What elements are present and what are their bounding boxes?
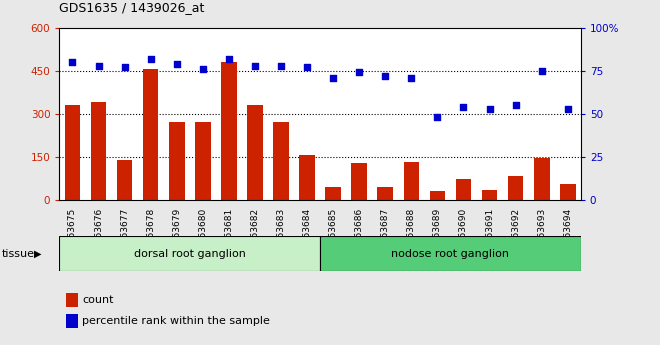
Bar [90, 102, 106, 200]
Text: count: count [82, 295, 114, 305]
Bar [325, 187, 341, 200]
Point [484, 106, 495, 111]
Point [93, 63, 104, 68]
Bar [195, 122, 211, 200]
Point [119, 65, 130, 70]
Bar [299, 155, 315, 200]
Bar [508, 176, 523, 200]
Bar [378, 187, 393, 200]
Bar [430, 191, 446, 200]
Point [249, 63, 260, 68]
Bar [455, 179, 471, 200]
Text: ▶: ▶ [34, 249, 42, 258]
Bar [59, 236, 320, 271]
Point [562, 106, 573, 111]
Bar [534, 158, 550, 200]
Text: tissue: tissue [1, 249, 34, 258]
Bar [65, 105, 81, 200]
Point [197, 66, 208, 72]
Text: dorsal root ganglion: dorsal root ganglion [134, 249, 246, 258]
Bar [482, 190, 498, 200]
Point [510, 102, 521, 108]
Point [354, 70, 364, 75]
Point [406, 75, 416, 80]
Bar [560, 184, 576, 200]
Point [145, 56, 156, 61]
Bar [169, 122, 185, 200]
Point [537, 68, 547, 73]
Bar [221, 62, 237, 200]
Text: percentile rank within the sample: percentile rank within the sample [82, 316, 271, 326]
Bar [320, 236, 581, 271]
Point [67, 59, 78, 65]
Bar [247, 105, 263, 200]
Text: nodose root ganglion: nodose root ganglion [391, 249, 510, 258]
Point [276, 63, 286, 68]
Point [328, 75, 339, 80]
Point [172, 61, 182, 67]
Point [302, 65, 312, 70]
Point [224, 56, 234, 61]
Point [380, 73, 391, 79]
Point [432, 115, 443, 120]
Bar [273, 122, 289, 200]
Bar [117, 160, 133, 200]
Bar [403, 162, 419, 200]
Bar [143, 69, 158, 200]
Bar [351, 163, 367, 200]
Text: GDS1635 / 1439026_at: GDS1635 / 1439026_at [59, 1, 205, 14]
Point [458, 104, 469, 110]
